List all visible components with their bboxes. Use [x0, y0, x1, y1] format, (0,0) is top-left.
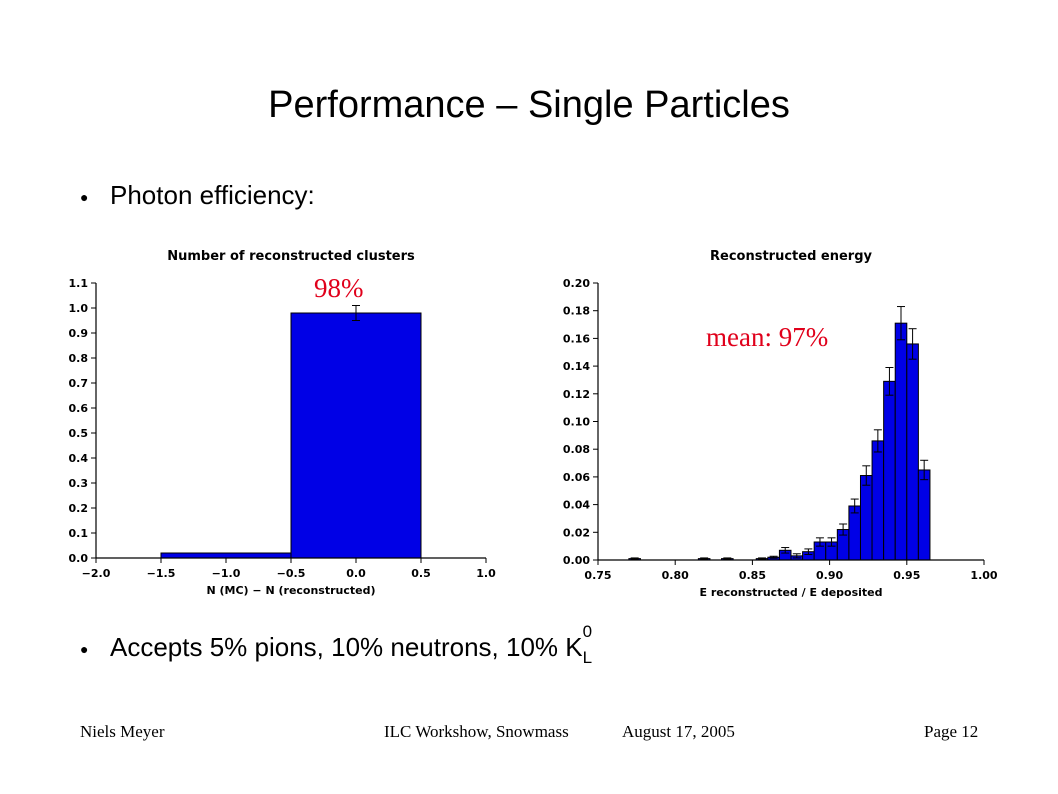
x-tick-label: −1.5 [147, 567, 176, 580]
y-tick-label: 0.4 [69, 452, 89, 465]
y-tick-label: 0.0 [69, 552, 89, 565]
x-tick-label: 0.90 [816, 569, 843, 582]
x-tick-label: 0.80 [662, 569, 689, 582]
y-tick-label: 0.02 [563, 526, 590, 539]
bullet-dot-icon: ● [80, 641, 89, 658]
histogram-bar [906, 343, 919, 561]
y-tick-label: 0.14 [563, 360, 590, 373]
x-tick-label: 0.95 [893, 569, 920, 582]
y-tick-label: 1.0 [69, 302, 89, 315]
y-tick-label: 0.10 [563, 416, 590, 429]
x-tick-label: −2.0 [82, 567, 111, 580]
y-tick-label: 0.16 [563, 332, 590, 345]
histogram-bar [859, 475, 873, 561]
y-tick-label: 0.08 [563, 443, 590, 456]
y-tick-label: 0.3 [69, 477, 89, 490]
y-tick-label: 0.6 [69, 402, 89, 415]
bullet-text: Accepts 5% pions, 10% neutrons, 10% K [110, 632, 583, 662]
y-tick-label: 0.12 [563, 388, 590, 401]
bullet-text: Photon efficiency: [110, 180, 315, 210]
footer-author: Niels Meyer [80, 722, 165, 741]
x-axis-label: E reconstructed / E deposited [699, 586, 882, 599]
y-tick-label: 0.5 [69, 427, 89, 440]
histogram-bar [894, 322, 908, 561]
y-tick-label: 0.9 [69, 327, 89, 340]
annotation-efficiency: 98% [314, 273, 364, 303]
x-tick-label: 1.0 [476, 567, 496, 580]
y-tick-label: 0.2 [69, 502, 89, 515]
subscript: L [582, 648, 593, 667]
y-tick-label: 0.04 [563, 499, 590, 512]
x-axis-label: N (MC) − N (reconstructed) [206, 584, 375, 597]
superscript: 0 [582, 622, 593, 641]
x-tick-label: −1.0 [212, 567, 241, 580]
x-tick-label: 0.75 [584, 569, 611, 582]
histogram-bar [160, 552, 292, 559]
annotation-mean: mean: 97% [706, 322, 829, 352]
bullet-dot-icon: ● [80, 189, 89, 206]
y-tick-label: 1.1 [69, 277, 89, 290]
histogram-bar [883, 380, 896, 561]
x-tick-label: 0.85 [739, 569, 766, 582]
x-tick-label: 1.00 [970, 569, 997, 582]
footer-event: ILC Workshow, Snowmass [384, 722, 569, 741]
chart-title: Reconstructed energy [710, 249, 873, 264]
histogram-bar [917, 469, 931, 561]
histogram-bar [871, 440, 885, 561]
y-tick-label: 0.06 [563, 471, 590, 484]
chart-reconstructed-clusters: Number of reconstructed clusters 0.0 0.1 0.… [69, 249, 497, 597]
x-tick-label: 0.0 [346, 567, 366, 580]
y-tick-label: 0.8 [69, 352, 89, 365]
y-tick-label: 0.20 [563, 277, 590, 290]
histogram-bar [848, 505, 861, 561]
y-tick-label: 0.18 [563, 305, 590, 318]
y-tick-label: 0.1 [69, 527, 89, 540]
bullet-photon-efficiency: ● Photon efficiency: [80, 180, 315, 211]
x-tick-label: 0.5 [411, 567, 431, 580]
histogram-bar [290, 312, 422, 559]
footer-page: Page 12 [924, 722, 979, 741]
slide-title: Performance – Single Particles [268, 84, 790, 126]
chart-title: Number of reconstructed clusters [167, 249, 415, 264]
chart-reconstructed-energy: Reconstructed energy 0.00 0.02 0.04 0.06 0.08… [563, 249, 998, 599]
y-tick-label: 0.7 [69, 377, 89, 390]
x-tick-label: −0.5 [277, 567, 306, 580]
y-tick-label: 0.00 [563, 554, 590, 567]
footer-date: August 17, 2005 [622, 722, 735, 741]
